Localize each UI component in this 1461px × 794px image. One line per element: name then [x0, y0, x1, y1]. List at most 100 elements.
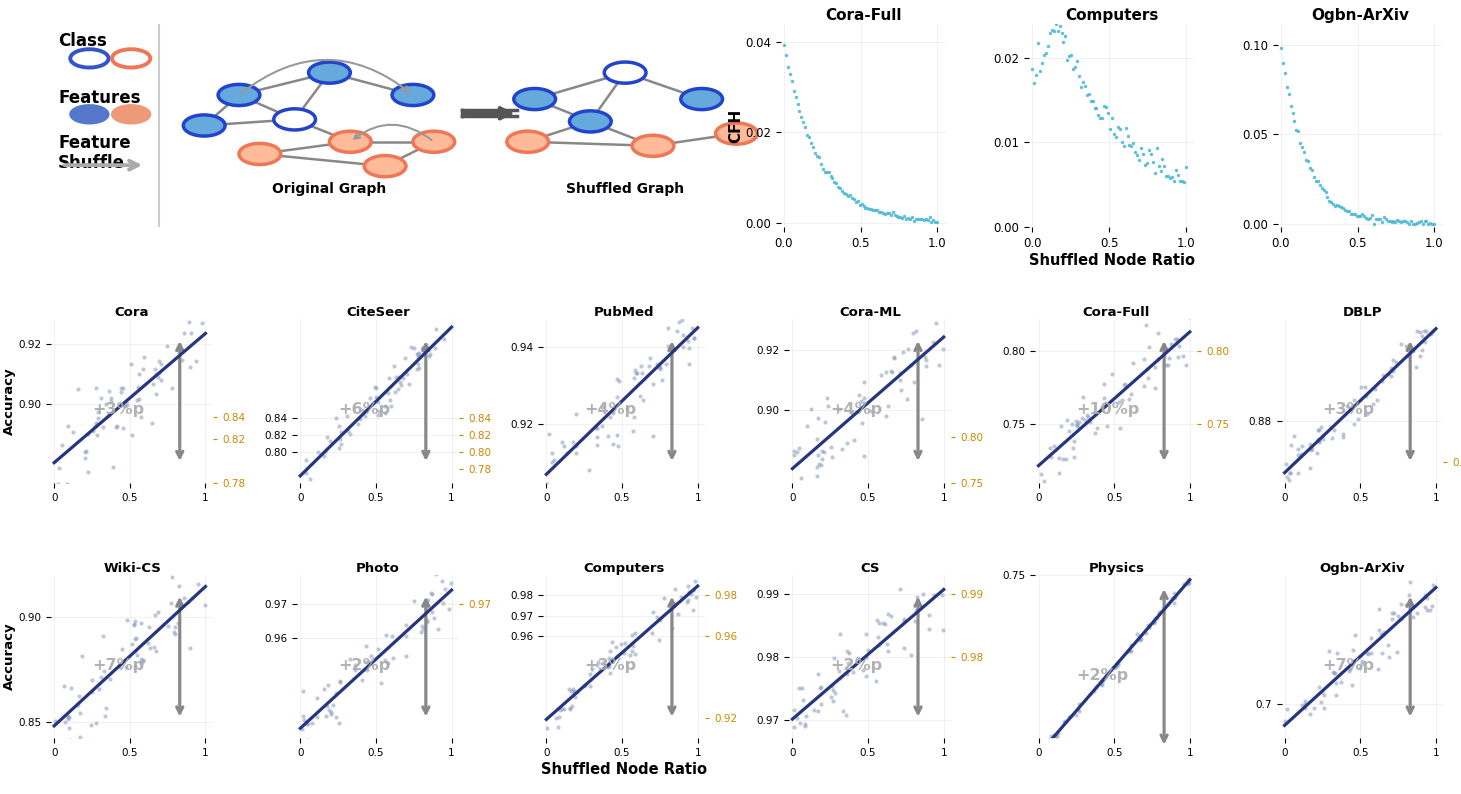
Point: [814, 416, 837, 429]
Point: [1321, 432, 1344, 445]
Point: [1043, 729, 1067, 742]
Point: [164, 621, 187, 634]
Point: [789, 471, 812, 484]
Point: [682, 332, 706, 345]
Point: [1129, 633, 1153, 646]
Point: [1370, 368, 1394, 381]
Point: [412, 347, 435, 360]
Point: [1278, 466, 1302, 479]
Point: [1132, 353, 1156, 366]
Point: [1074, 80, 1097, 93]
Point: [621, 639, 644, 652]
Point: [1413, 214, 1436, 227]
Point: [1331, 430, 1354, 443]
Point: [89, 671, 112, 684]
Point: [413, 343, 437, 356]
Point: [874, 365, 897, 378]
Point: [561, 682, 584, 695]
Point: [190, 317, 213, 330]
Point: [915, 360, 938, 372]
Point: [1094, 670, 1118, 683]
Point: [852, 397, 875, 410]
Point: [1341, 208, 1365, 221]
Point: [1414, 601, 1438, 614]
Point: [361, 397, 384, 410]
Point: [663, 583, 687, 596]
Ellipse shape: [570, 111, 611, 132]
Point: [354, 410, 377, 422]
Point: [830, 185, 853, 198]
Point: [1065, 54, 1088, 67]
Point: [564, 446, 587, 459]
Point: [809, 680, 833, 693]
Point: [869, 368, 893, 381]
Point: [317, 679, 340, 692]
Point: [614, 637, 637, 649]
Point: [558, 701, 581, 714]
Point: [438, 577, 462, 590]
Point: [1134, 159, 1157, 172]
Point: [94, 702, 117, 715]
Point: [668, 316, 691, 329]
Point: [1118, 139, 1141, 152]
Point: [381, 651, 405, 664]
Point: [1144, 612, 1167, 625]
Point: [1091, 673, 1115, 686]
Point: [406, 357, 430, 370]
Point: [324, 687, 348, 700]
Point: [598, 410, 621, 423]
Point: [1389, 216, 1413, 229]
Point: [806, 412, 830, 425]
Point: [874, 208, 897, 221]
Title: Cora: Cora: [115, 306, 149, 319]
Point: [1048, 467, 1071, 480]
Point: [1102, 128, 1125, 141]
Ellipse shape: [183, 115, 225, 136]
Point: [535, 478, 558, 491]
Point: [1367, 212, 1391, 225]
Point: [598, 654, 621, 667]
Point: [115, 399, 139, 411]
Point: [671, 314, 694, 326]
Point: [92, 629, 115, 642]
Point: [1083, 684, 1106, 697]
Point: [609, 638, 633, 650]
Point: [628, 389, 652, 402]
Point: [374, 399, 397, 412]
Point: [1105, 657, 1128, 669]
Point: [558, 702, 581, 715]
Point: [1422, 325, 1445, 337]
Point: [1160, 171, 1183, 183]
Point: [1300, 164, 1324, 176]
Point: [1322, 666, 1346, 679]
Point: [327, 419, 351, 432]
Point: [149, 374, 172, 387]
Point: [846, 195, 869, 207]
Point: [916, 214, 939, 226]
Point: [47, 477, 70, 490]
Point: [1334, 203, 1357, 216]
Point: [1376, 368, 1400, 381]
Point: [1090, 111, 1113, 124]
Point: [586, 659, 609, 672]
Point: [799, 137, 823, 149]
Point: [899, 359, 922, 372]
Point: [1394, 599, 1417, 611]
Point: [920, 336, 944, 349]
Point: [922, 589, 945, 602]
Point: [343, 658, 367, 671]
Point: [877, 400, 900, 413]
Point: [910, 412, 934, 425]
Point: [1128, 634, 1151, 646]
Point: [418, 348, 441, 360]
Point: [561, 435, 584, 448]
Point: [834, 708, 858, 721]
Point: [1401, 345, 1424, 357]
Point: [1289, 137, 1312, 149]
Point: [1045, 730, 1068, 742]
Point: [402, 595, 425, 607]
Point: [364, 381, 387, 394]
Point: [143, 609, 167, 622]
Point: [880, 609, 903, 622]
Point: [798, 131, 821, 144]
